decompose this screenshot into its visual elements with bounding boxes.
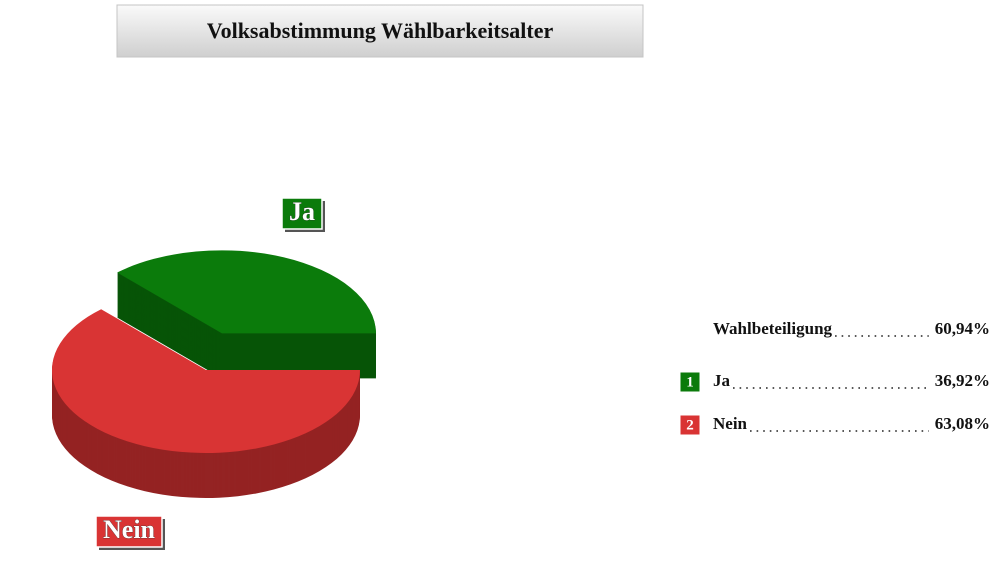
legend-swatch [679, 414, 701, 436]
legend-number: 2 [686, 417, 694, 433]
slice-label-text: Nein [103, 515, 156, 544]
legend: Wahlbeteiligung 60,94% 1 Ja 36,92% 2 Nein 63,08… [679, 319, 990, 436]
slice [51, 309, 360, 453]
slice-label-box [95, 515, 163, 548]
slice-label-text: Ja [289, 197, 315, 226]
turnout-label: Wahlbeteiligung [713, 319, 833, 338]
legend-swatch [679, 371, 701, 393]
turnout-value: 60,94% [935, 319, 990, 338]
slice-label: Ja [281, 197, 325, 232]
slice [117, 250, 376, 334]
chart-title: Volksabstimmung Wählbarkeitsalter [207, 18, 554, 43]
pie: Ja Nein [51, 197, 376, 550]
slice-label-box [281, 197, 323, 230]
slice-label: Nein [95, 515, 165, 550]
title-box [116, 4, 644, 58]
legend-value: 36,92% [935, 371, 990, 390]
legend-label: Ja [713, 371, 731, 390]
legend-number: 1 [686, 374, 694, 390]
legend-label: Nein [713, 414, 748, 433]
legend-value: 63,08% [935, 414, 990, 433]
